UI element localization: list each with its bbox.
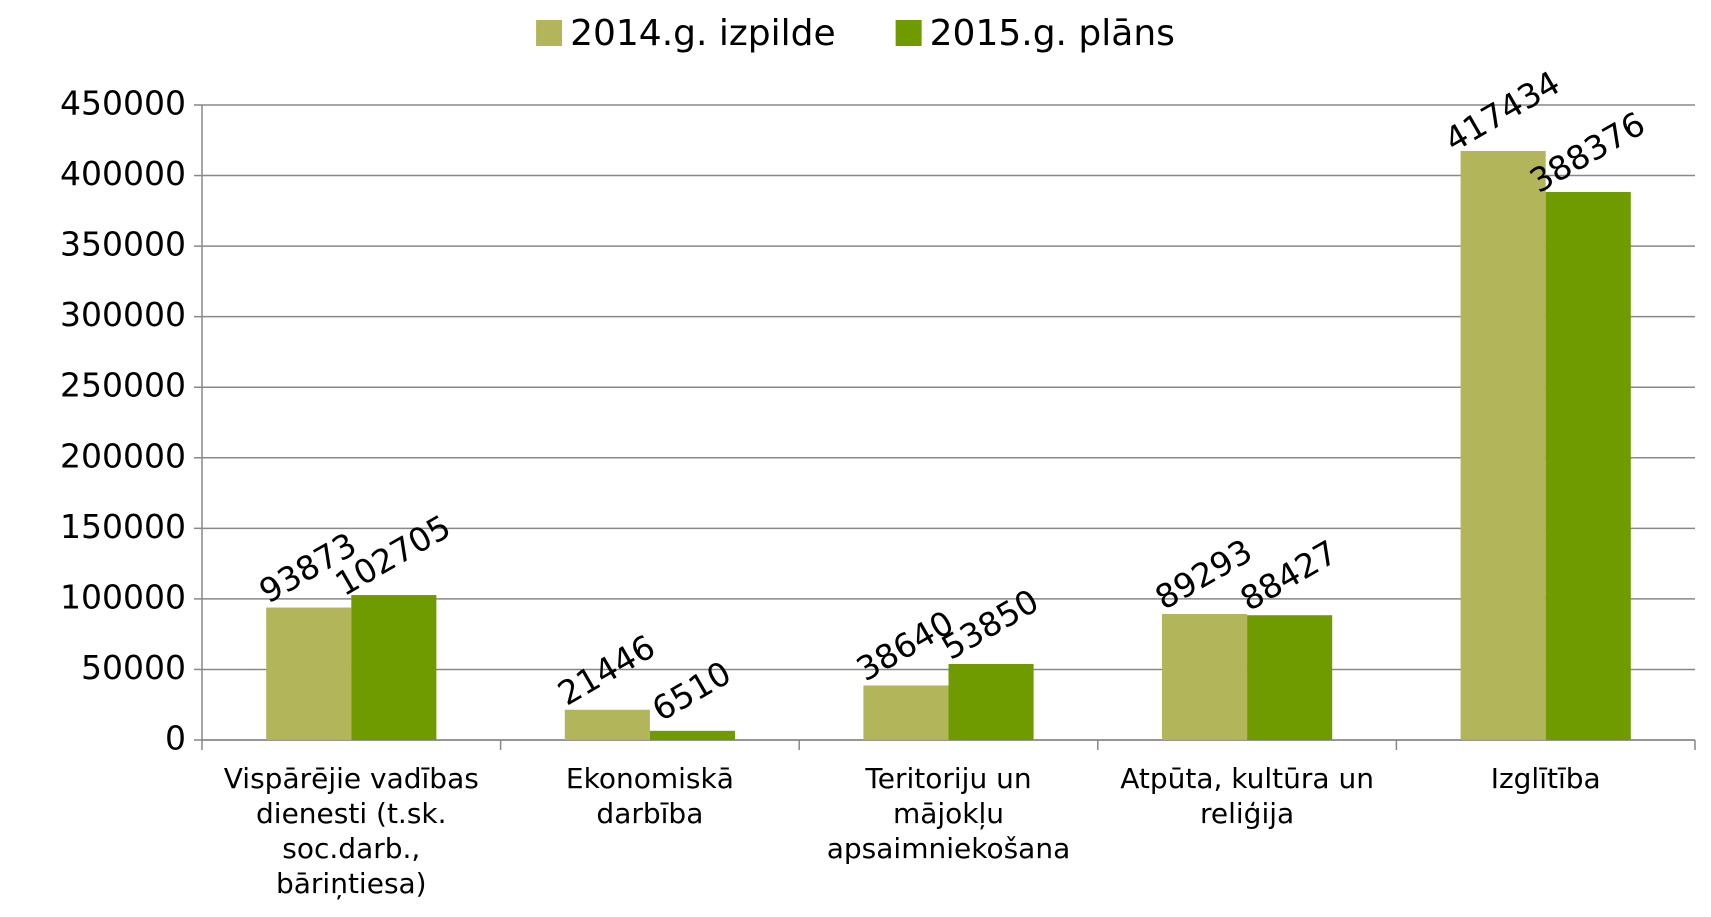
bar [863, 685, 949, 740]
y-tick-label: 100000 [60, 577, 186, 616]
bar [1545, 191, 1631, 740]
x-tick-label: Izglītība [1491, 762, 1601, 795]
data-label: 6510 [645, 653, 737, 729]
data-label: 89293 [1148, 531, 1258, 617]
y-tick-label: 250000 [60, 366, 186, 405]
bar [948, 664, 1034, 740]
y-tick-label: 0 [165, 719, 186, 758]
x-tick-label: Atpūta, kultūra un reliģija [1120, 762, 1374, 830]
data-label: 53850 [935, 581, 1045, 667]
bar [1161, 613, 1248, 740]
y-tick-label: 150000 [60, 507, 186, 546]
bar [649, 730, 736, 740]
bar [351, 595, 437, 740]
x-tick-label: Teritoriju un mājokļu apsaimniekošana [827, 762, 1070, 865]
legend: 2014.g. izpilde 2015.g. plāns [536, 13, 1175, 54]
legend-swatch [536, 20, 563, 46]
legend-label: 2014.g. izpilde [570, 13, 836, 54]
y-tick-label: 50000 [81, 648, 186, 687]
y-tick-label: 300000 [60, 295, 186, 334]
bar [266, 607, 352, 740]
y-tick-label: 450000 [60, 84, 186, 123]
y-tick-label: 400000 [60, 154, 186, 193]
data-label: 21446 [551, 627, 661, 713]
y-tick-label: 350000 [60, 225, 186, 264]
y-tick-label: 200000 [60, 436, 186, 475]
bar [1460, 150, 1546, 741]
bar [1247, 615, 1333, 740]
x-tick-label: Vispārējie vadības dienesti (t.sk. soc.dar… [224, 762, 479, 900]
data-label: 417434 [1438, 63, 1567, 160]
data-label: 88427 [1233, 532, 1343, 618]
legend-swatch [895, 20, 922, 46]
x-tick-label: Ekonomiskā darbība [566, 762, 734, 830]
bar [564, 709, 650, 740]
legend-label: 2015.g. plāns [930, 13, 1175, 54]
